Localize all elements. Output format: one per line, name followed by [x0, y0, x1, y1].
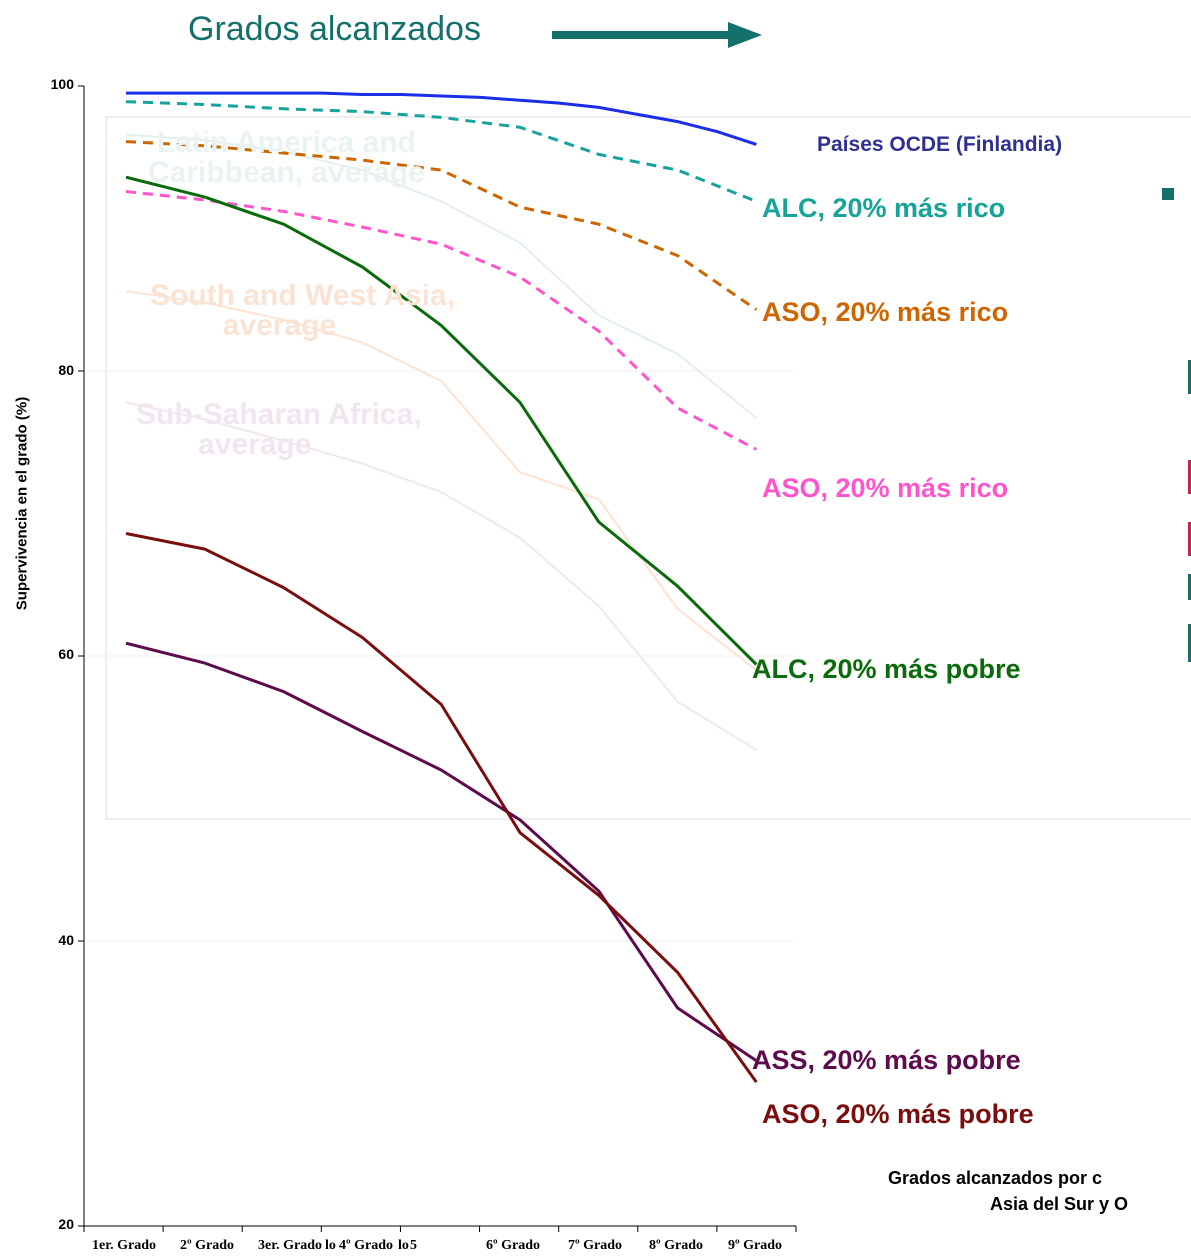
series-line-alc_rich — [125, 100, 757, 203]
y-axis-title: Supervivencia en el grado (%) — [13, 396, 31, 611]
series-label-aso-rich-pink: ASO, 20% más rico — [762, 473, 1009, 503]
footnote-line-2: Asia del Sur y O — [990, 1194, 1129, 1214]
y-tick-label: 80 — [58, 362, 74, 378]
x-tick-label: 1er. Grado — [92, 1238, 157, 1253]
x-tick-label: lo — [398, 1238, 409, 1253]
series-label-oecd: Países OCDE (Finlandia) — [817, 133, 1063, 156]
series-label-alc-rich: ALC, 20% más rico — [762, 193, 1006, 223]
header-title: Grados alcanzados — [188, 10, 481, 48]
y-tick-label: 100 — [50, 76, 74, 92]
legend-ghost-ssa: Sub-Saharan Africa, average — [136, 400, 422, 460]
series-line-lac_avg — [125, 133, 758, 419]
x-tick-label: 3er. Grado — [258, 1238, 323, 1253]
series-line-ass_poor — [125, 641, 758, 1062]
arrow-right-icon — [552, 22, 762, 48]
cropped-text-fragment — [1188, 624, 1191, 662]
ghost-line: average — [222, 309, 337, 342]
series-line-aso_poor — [125, 532, 758, 1083]
series-line-oecd — [126, 91, 757, 146]
legend-ghost-lac: Latin America and Caribbean, average — [148, 128, 425, 188]
series-label-ass-poor: ASS, 20% más pobre — [752, 1045, 1021, 1075]
x-tick-label: 7º Grado — [568, 1238, 623, 1253]
ghost-line: Caribbean, average — [148, 156, 425, 189]
series-line-alc_poor — [125, 175, 758, 666]
footnote-line-1: Grados alcanzados por c — [888, 1168, 1103, 1188]
series-line-sa_avg — [125, 290, 758, 672]
ghost-line: Sub-Saharan Africa, — [136, 398, 422, 431]
y-tick-label: 60 — [58, 646, 74, 662]
cropped-text-fragment — [1188, 360, 1191, 394]
y-tick-label: 20 — [58, 1216, 74, 1232]
x-tick-label: lo — [325, 1238, 336, 1253]
series-label-alc-poor: ALC, 20% más pobre — [752, 654, 1021, 684]
series-line-aso_rich1 — [125, 140, 758, 311]
cropped-text-fragment — [1188, 460, 1191, 494]
cropped-text-fragment — [1188, 522, 1191, 556]
x-tick-label: 4º Grado — [339, 1238, 394, 1253]
series-label-aso-rich-orange: ASO, 20% más rico — [762, 297, 1009, 327]
series-label-aso-poor: ASO, 20% más pobre — [762, 1099, 1034, 1129]
x-tick-label: 9º Grado — [728, 1238, 783, 1253]
x-tick-label: 5 — [410, 1238, 417, 1253]
legend-ghost-sa: South and West Asia, average — [150, 281, 455, 341]
x-tick-label: 6º Grado — [486, 1238, 541, 1253]
series-line-ssa_avg — [125, 401, 757, 751]
ghost-line: Latin America and — [156, 126, 416, 159]
ghost-line: South and West Asia, — [150, 279, 456, 312]
x-tick-label: 8º Grado — [649, 1238, 704, 1253]
bullet-icon — [1162, 188, 1174, 200]
x-tick-label: 2º Grado — [180, 1238, 235, 1253]
inner-legend-box — [105, 116, 1191, 820]
ghost-line: average — [198, 428, 312, 461]
y-tick-label: 40 — [58, 932, 74, 948]
series-line-aso_rich2 — [125, 190, 758, 451]
cropped-text-fragment — [1188, 574, 1191, 600]
